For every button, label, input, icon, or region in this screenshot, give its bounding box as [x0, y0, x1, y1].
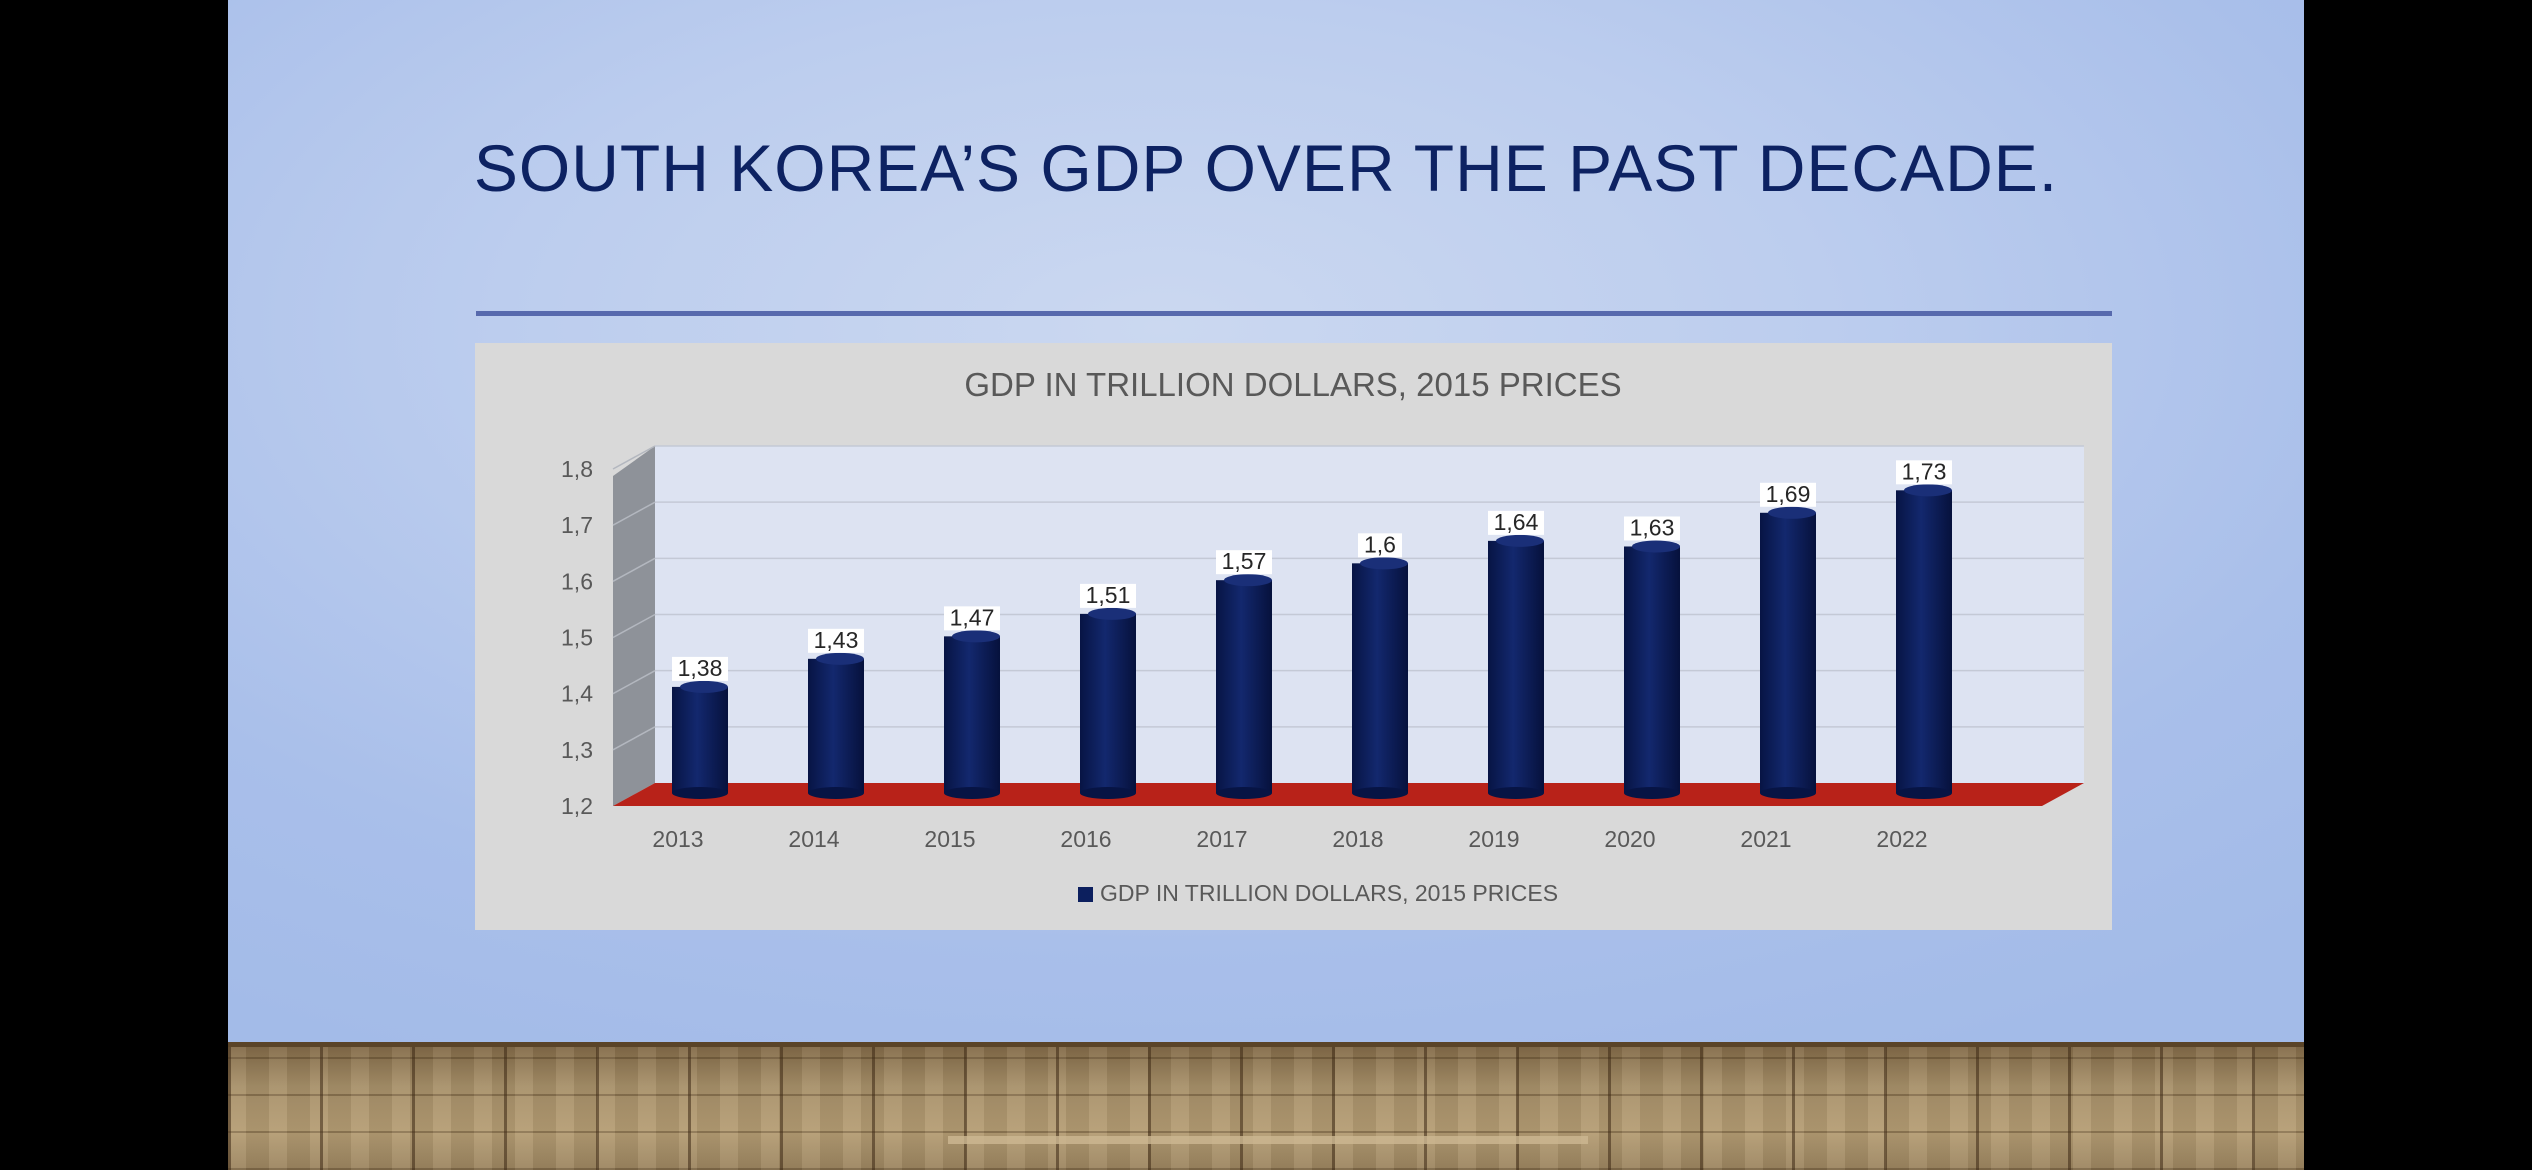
- bar-top: [1904, 484, 1952, 497]
- data-label: 1,57: [1222, 548, 1267, 574]
- chart-panel: GDP IN TRILLION DOLLARS, 2015 PRICES 1,2…: [475, 343, 2112, 930]
- wood-floor: [228, 1042, 2304, 1170]
- bar: [1080, 613, 1136, 793]
- bar-base: [1896, 787, 1952, 799]
- x-tick-label: 2020: [1604, 826, 1655, 852]
- gdp-bar-chart: GDP IN TRILLION DOLLARS, 2015 PRICES 1,2…: [561, 366, 2084, 906]
- chart-title: GDP IN TRILLION DOLLARS, 2015 PRICES: [964, 366, 1621, 403]
- gridline-side: [612, 726, 656, 751]
- bar-base: [1216, 787, 1272, 799]
- bar-top: [1632, 540, 1680, 553]
- bar: [1896, 490, 1952, 793]
- x-tick-label: 2017: [1196, 826, 1247, 852]
- bar: [1352, 563, 1408, 793]
- data-label: 1,47: [950, 604, 995, 630]
- data-label: 1,73: [1902, 458, 1947, 484]
- bar-base: [1080, 787, 1136, 799]
- gridline-side: [612, 613, 656, 639]
- y-tick-label: 1,5: [561, 625, 593, 651]
- data-label-bg: [808, 628, 864, 653]
- bar: [808, 658, 864, 793]
- bar-base: [1760, 787, 1816, 799]
- x-tick-label: 2018: [1332, 826, 1383, 852]
- gridline-side: [612, 445, 656, 470]
- gridline-side: [612, 670, 656, 695]
- data-label-bg: [1896, 460, 1952, 485]
- plot-area: 1,2 1,3 1,4 1,5 1,6 1,7 1,8 1,38 2013 1,43 2014 1,4…: [561, 445, 2084, 852]
- data-label-bg: [672, 656, 728, 681]
- slide-title: SOUTH KOREA’S GDP OVER THE PAST DECADE.: [473, 131, 2059, 205]
- x-tick-label: 2021: [1740, 826, 1791, 852]
- bar-base: [1352, 787, 1408, 799]
- bar-top: [1224, 574, 1272, 587]
- x-tick-label: 2013: [652, 826, 703, 852]
- y-tick-label: 1,2: [561, 793, 593, 819]
- data-label-bg: [1488, 510, 1544, 535]
- x-tick-label: 2016: [1060, 826, 1111, 852]
- data-label-bg: [1080, 583, 1136, 608]
- title-divider: [476, 311, 2112, 316]
- legend-label: GDP IN TRILLION DOLLARS, 2015 PRICES: [1100, 880, 1558, 906]
- data-label-bg: [1624, 516, 1680, 541]
- data-label: 1,38: [678, 655, 723, 681]
- floor-highlight: [948, 1136, 1588, 1144]
- y-tick-label: 1,4: [561, 681, 593, 707]
- bar: [1488, 540, 1544, 793]
- data-label: 1,63: [1630, 514, 1675, 540]
- bar-top: [1360, 557, 1408, 570]
- floor-edge: [228, 1042, 2304, 1047]
- gridline-side: [612, 557, 656, 582]
- y-tick-label: 1,8: [561, 456, 593, 482]
- bar: [1624, 546, 1680, 793]
- gridline-side: [612, 501, 656, 526]
- y-tick-label: 1,6: [561, 568, 593, 594]
- bar-base: [944, 787, 1000, 799]
- bar-top: [816, 652, 864, 665]
- bar-base: [808, 787, 864, 799]
- x-tick-label: 2014: [788, 826, 839, 852]
- bar-top: [1088, 607, 1136, 620]
- y-tick-label: 1,7: [561, 512, 593, 538]
- data-label-bg: [1216, 550, 1272, 575]
- legend: GDP IN TRILLION DOLLARS, 2015 PRICES: [1078, 880, 1558, 906]
- data-label-bg: [1760, 482, 1816, 507]
- data-label: 1,51: [1086, 582, 1131, 608]
- y-tick-label: 1,3: [561, 737, 593, 763]
- bar: [944, 636, 1000, 793]
- data-label-bg: [1358, 533, 1402, 558]
- bar: [1216, 580, 1272, 793]
- bar-top: [952, 630, 1000, 643]
- bar: [672, 686, 728, 793]
- slide: SOUTH KOREA’S GDP OVER THE PAST DECADE. …: [228, 0, 2304, 1170]
- bar-base: [1624, 787, 1680, 799]
- x-tick-label: 2015: [924, 826, 975, 852]
- bar-top: [1496, 534, 1544, 547]
- bar: [1760, 512, 1816, 793]
- bar-top: [680, 680, 728, 693]
- x-tick-label: 2022: [1876, 826, 1927, 852]
- data-label: 1,64: [1494, 509, 1539, 535]
- bar-base: [1488, 787, 1544, 799]
- x-tick-label: 2019: [1468, 826, 1519, 852]
- data-label: 1,6: [1364, 531, 1396, 557]
- bar-top: [1768, 506, 1816, 519]
- data-label: 1,43: [814, 627, 859, 653]
- data-label-bg: [944, 606, 1000, 631]
- legend-swatch: [1078, 887, 1093, 902]
- bar-base: [672, 787, 728, 799]
- data-label: 1,69: [1766, 481, 1811, 507]
